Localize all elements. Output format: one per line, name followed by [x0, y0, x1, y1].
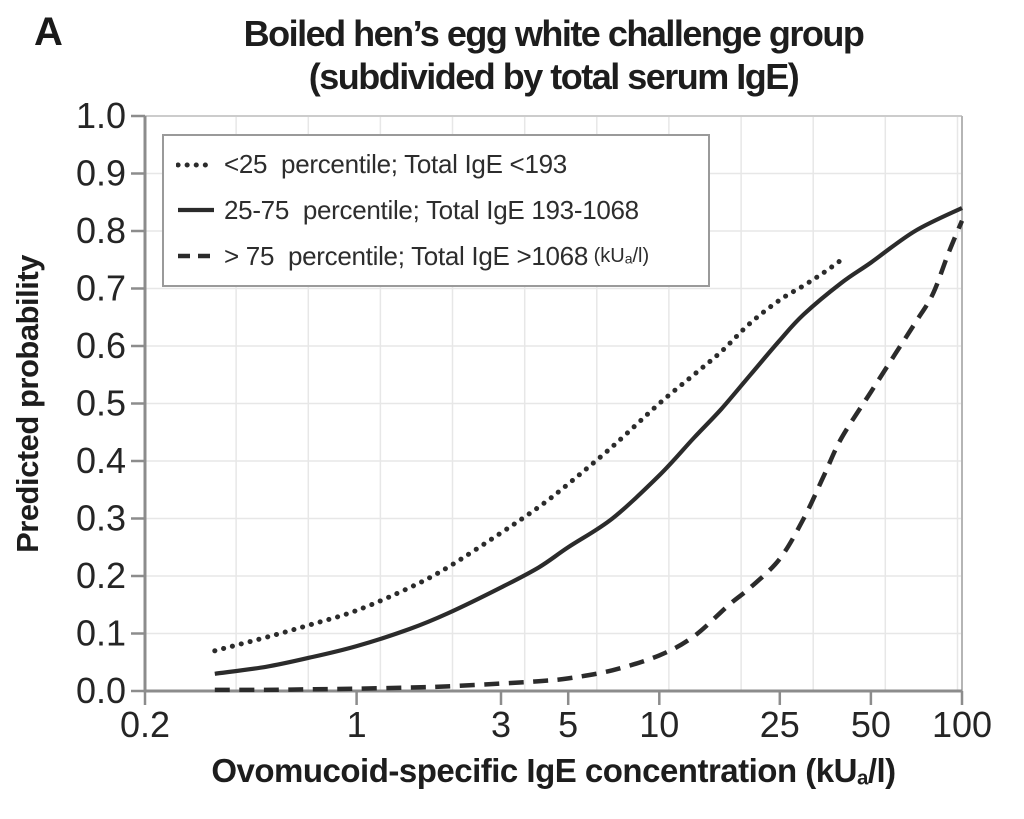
legend-item-label: 25-75 percentile; Total IgE 193-1068 [224, 194, 639, 225]
legend-item-label: <25 percentile; Total IgE <193 [224, 149, 567, 180]
series-dotted [212, 257, 844, 654]
y-tick-label: 0.4 [76, 440, 126, 481]
legend-item-unit: (kUa/l) [588, 244, 650, 268]
x-tick-label: 25 [760, 704, 800, 745]
dotted-line-swatch-icon [176, 162, 216, 168]
x-tick-label: 1 [347, 704, 367, 745]
x-tick-label: 100 [932, 704, 992, 745]
dashed-line-swatch-icon [178, 253, 214, 259]
y-tick-label: 0.6 [76, 325, 126, 366]
chart-title-line1: Boiled hen’s egg white challenge group [243, 13, 865, 54]
legend-item: > 75 percentile; Total IgE >1068 (kUa/l) [176, 241, 708, 272]
series-dashed [214, 219, 965, 693]
y-tick-label: 0.1 [76, 613, 126, 654]
y-axis: 0.0 0.1 0.2 0.3 0.4 0.5 0.6 0.7 0.8 0.9 1.0 [76, 95, 147, 711]
x-tick-label: 0.2 [120, 704, 170, 745]
chart-title: Boiled hen’s egg white challenge group (… [145, 12, 962, 98]
legend-item: 25-75 percentile; Total IgE 193-1068 [176, 195, 708, 226]
x-tick-label: 5 [558, 704, 578, 745]
legend-unit-subscript: a [624, 250, 633, 267]
y-tick-label: 0.2 [76, 555, 126, 596]
y-tick-label: 0.5 [76, 383, 126, 424]
legend-item: <25 percentile; Total IgE <193 [176, 149, 708, 180]
plot-border [145, 115, 963, 691]
legend-unit-close: /l) [632, 244, 650, 267]
y-axis-label-wrap: Predicted probability [0, 116, 56, 691]
y-axis-label: Predicted probability [10, 254, 45, 553]
series-solid [214, 206, 963, 676]
x-axis-label-text: Ovomucoid-specific IgE concentration (kU [211, 752, 857, 789]
y-tick-label: 0.0 [76, 670, 126, 711]
y-tick-label: 0.3 [76, 498, 126, 539]
y-tick-label: 1.0 [76, 95, 126, 136]
x-axis-label: Ovomucoid-specific IgE concentration (kU… [145, 752, 962, 790]
y-tick-label: 0.7 [76, 268, 126, 309]
x-axis-label-unit-close: /l) [867, 752, 896, 789]
panel-label: A [34, 10, 63, 54]
y-tick-label: 0.8 [76, 210, 126, 251]
legend-unit-pre: (kU [588, 244, 625, 267]
legend-box: <25 percentile; Total IgE <193 25-75 perc… [162, 134, 710, 287]
x-tick-label: 50 [851, 704, 891, 745]
solid-line-swatch-icon [178, 208, 214, 213]
y-tick-label: 0.9 [76, 153, 126, 194]
chart-title-line2: (subdivided by total serum IgE) [308, 56, 800, 97]
legend-item-label: > 75 percentile; Total IgE >1068 [224, 240, 589, 271]
x-axis-label-subscript: a [856, 766, 868, 790]
x-tick-label: 3 [491, 704, 511, 745]
x-axis: 0.2 1 3 5 10 25 50 100 [120, 689, 992, 745]
x-tick-label: 10 [639, 704, 679, 745]
